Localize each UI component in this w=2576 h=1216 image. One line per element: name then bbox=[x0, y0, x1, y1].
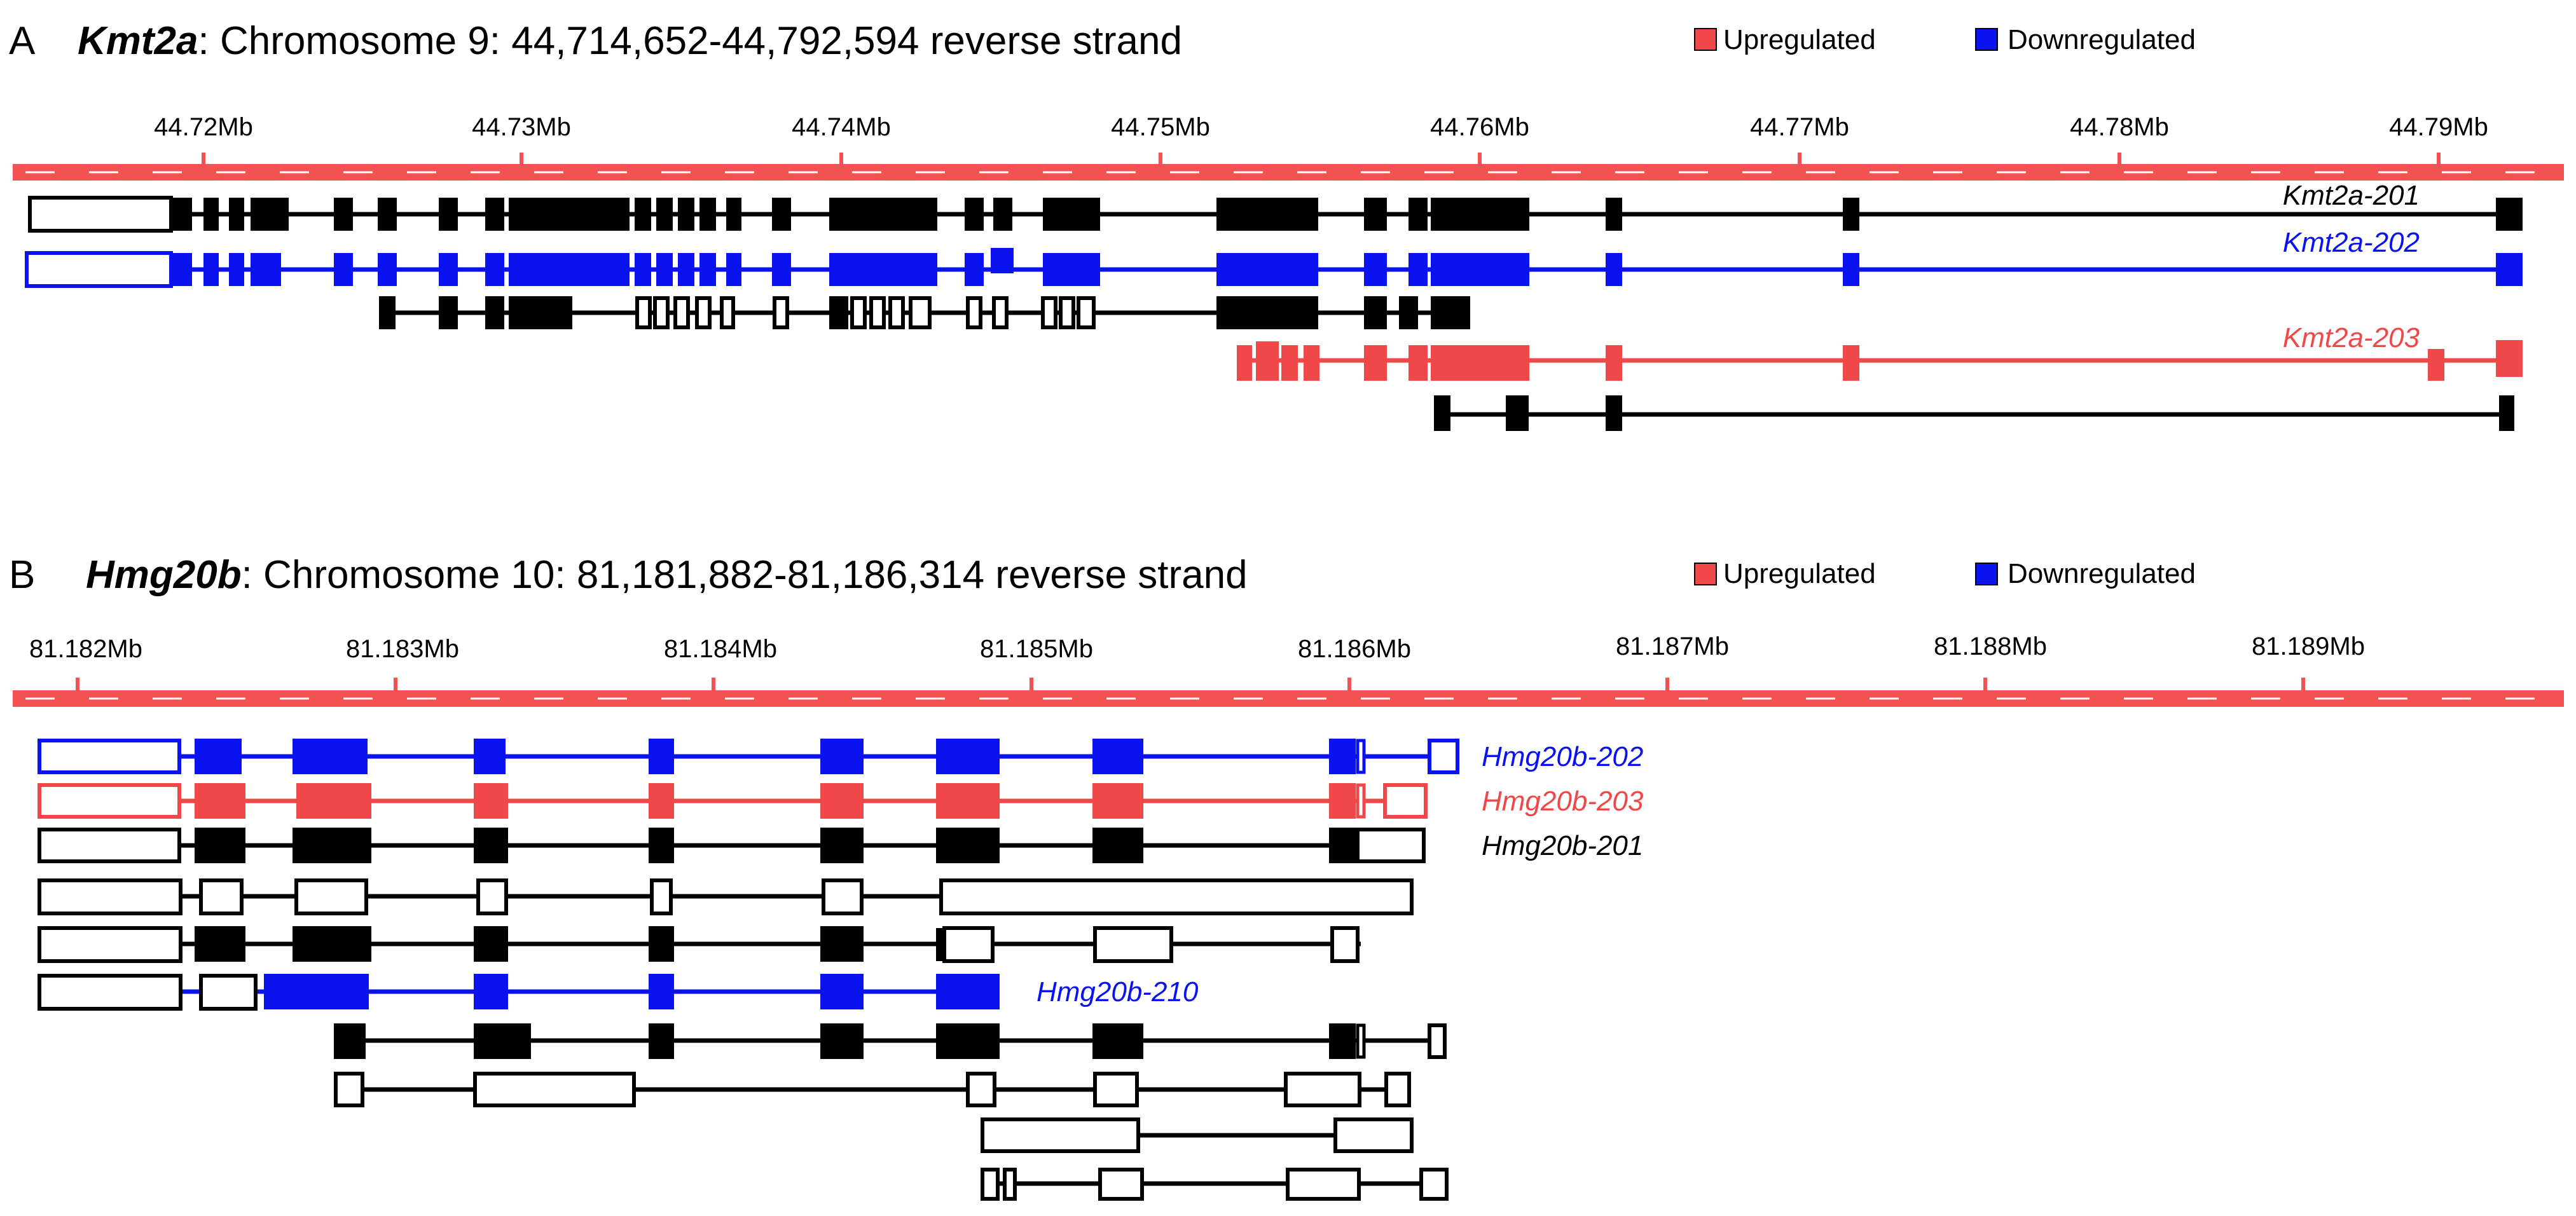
tick-label: 44.74Mb bbox=[792, 113, 891, 141]
tick-label: 81.184Mb bbox=[664, 635, 777, 663]
panel-b: B Hmg20b: Chromosome 10: 81,181,882-81,1… bbox=[9, 553, 2564, 1201]
panel-b-gene-name: Hmg20b bbox=[86, 553, 242, 597]
panel-b-tick-marks bbox=[76, 678, 2305, 690]
transcript-kmt2a-202: Kmt2a-202 bbox=[25, 227, 2523, 288]
legend-down-swatch bbox=[1975, 28, 1998, 51]
panel-a: A Kmt2a: Chromosome 9: 44,714,652-44,792… bbox=[9, 19, 2564, 431]
panel-a-gene-name: Kmt2a bbox=[78, 19, 198, 63]
panel-a-tick-labels: 44.72Mb 44.73Mb 44.74Mb 44.75Mb 44.76Mb … bbox=[154, 113, 2488, 141]
legend-down-label: Downregulated bbox=[2008, 24, 2196, 55]
legend-up-label: Upregulated bbox=[1723, 558, 1876, 589]
transcript-kmt2a-203: Kmt2a-203 bbox=[1237, 322, 2523, 381]
legend-up-label: Upregulated bbox=[1723, 24, 1876, 55]
tick-label: 81.189Mb bbox=[2252, 632, 2365, 660]
tick-label: 81.185Mb bbox=[980, 635, 1093, 663]
legend-down-swatch bbox=[1975, 563, 1998, 585]
transcript-hmg20b-203: Hmg20b-203 bbox=[38, 783, 1644, 819]
panel-a-title: Kmt2a: Chromosome 9: 44,714,652-44,792,5… bbox=[78, 19, 1182, 63]
panel-a-scale-bar bbox=[13, 164, 2564, 181]
tick-label: 44.79Mb bbox=[2389, 113, 2488, 141]
panel-b-tick-labels: 81.182Mb 81.183Mb 81.184Mb 81.185Mb 81.1… bbox=[29, 632, 2365, 663]
tick-label: 44.76Mb bbox=[1430, 113, 1529, 141]
tick-label: 81.188Mb bbox=[1934, 632, 2047, 660]
panel-a-ruler: 44.72Mb 44.73Mb 44.74Mb 44.75Mb 44.76Mb … bbox=[13, 113, 2564, 181]
transcript-hmg20b-unnamed-2 bbox=[38, 926, 1361, 963]
transcript-hmg20b-unnamed-5 bbox=[981, 1117, 1414, 1153]
tick-label: 81.182Mb bbox=[29, 635, 142, 663]
tick-label: 44.75Mb bbox=[1111, 113, 1210, 141]
transcript-hmg20b-202: Hmg20b-202 bbox=[38, 739, 1643, 774]
transcript-hmg20b-unnamed-1 bbox=[38, 878, 1414, 915]
panel-b-location: : Chromosome 10: 81,181,882-81,186,314 r… bbox=[242, 553, 1248, 597]
transcript-kmt2a-201: Kmt2a-201 bbox=[28, 180, 2523, 233]
transcript-hmg20b-unnamed-4 bbox=[334, 1072, 1411, 1107]
transcript-label-hmg20b-201: Hmg20b-201 bbox=[1482, 830, 1643, 861]
transcript-label-kmt2a-203: Kmt2a-203 bbox=[2283, 322, 2420, 353]
tick-label: 81.187Mb bbox=[1616, 632, 1729, 660]
legend-up-swatch bbox=[1694, 28, 1717, 51]
transcript-label-hmg20b-210: Hmg20b-210 bbox=[1037, 976, 1199, 1008]
transcript-hmg20b-unnamed-3 bbox=[334, 1023, 1447, 1059]
panel-b-scale-bar bbox=[13, 690, 2564, 707]
tick-label: 81.183Mb bbox=[346, 635, 459, 663]
transcript-hmg20b-unnamed-6 bbox=[981, 1168, 1449, 1201]
tick-label: 44.77Mb bbox=[1750, 113, 1849, 141]
tick-label: 81.186Mb bbox=[1298, 635, 1411, 663]
transcript-kmt2a-unnamed-1 bbox=[379, 296, 1470, 329]
panel-a-legend: Upregulated Downregulated bbox=[1694, 24, 2196, 55]
panel-b-ruler: 81.182Mb 81.183Mb 81.184Mb 81.185Mb 81.1… bbox=[13, 632, 2564, 707]
legend-down-label: Downregulated bbox=[2008, 558, 2196, 589]
transcript-label-hmg20b-202: Hmg20b-202 bbox=[1482, 741, 1643, 772]
panel-a-location: : Chromosome 9: 44,714,652-44,792,594 re… bbox=[198, 19, 1183, 63]
panel-a-letter: A bbox=[9, 19, 36, 63]
tick-label: 44.73Mb bbox=[472, 113, 571, 141]
transcript-kmt2a-unnamed-2 bbox=[1434, 395, 2514, 431]
legend-up-swatch bbox=[1694, 563, 1717, 585]
transcript-label-hmg20b-203: Hmg20b-203 bbox=[1482, 786, 1644, 817]
tick-label: 44.72Mb bbox=[154, 113, 253, 141]
transcript-label-kmt2a-201: Kmt2a-201 bbox=[2283, 180, 2420, 211]
tick-label: 44.78Mb bbox=[2070, 113, 2169, 141]
transcript-hmg20b-201: Hmg20b-201 bbox=[38, 828, 1643, 863]
panel-b-letter: B bbox=[9, 553, 35, 597]
transcript-label-kmt2a-202: Kmt2a-202 bbox=[2283, 227, 2420, 258]
panel-b-legend: Upregulated Downregulated bbox=[1694, 558, 2196, 589]
panel-b-title: Hmg20b: Chromosome 10: 81,181,882-81,186… bbox=[86, 553, 1248, 597]
panel-a-tick-marks bbox=[202, 153, 2441, 164]
transcript-hmg20b-210: Hmg20b-210 bbox=[38, 974, 1199, 1011]
